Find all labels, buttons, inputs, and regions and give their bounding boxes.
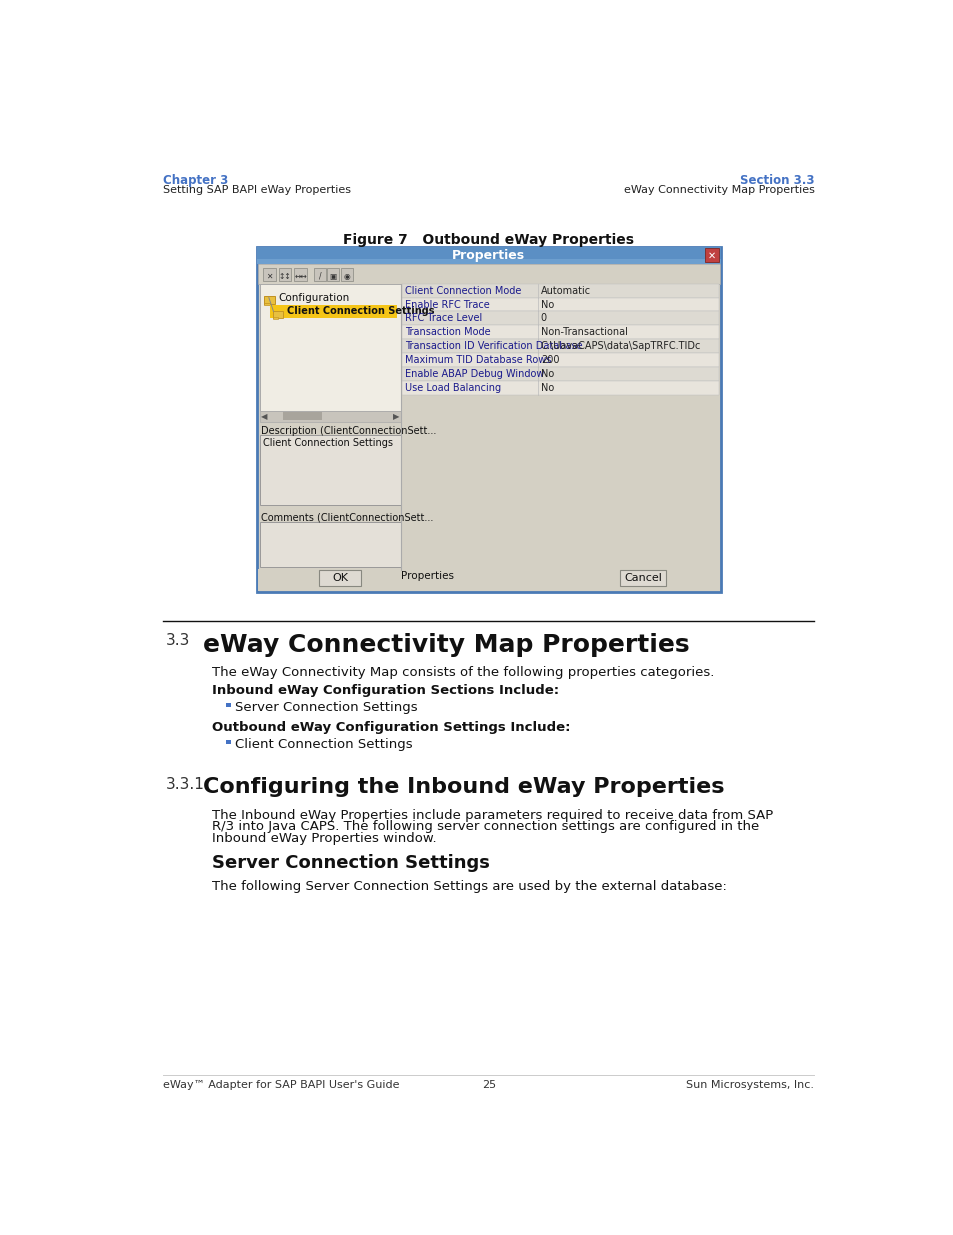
Text: Use Load Balancing: Use Load Balancing — [405, 383, 501, 393]
Bar — [274, 311, 282, 317]
Bar — [327, 268, 339, 282]
Text: ◀: ◀ — [261, 411, 267, 421]
Bar — [402, 367, 719, 380]
Text: ↔↔: ↔↔ — [294, 272, 307, 280]
Bar — [314, 268, 326, 282]
Bar — [704, 248, 719, 262]
Bar — [264, 303, 270, 305]
Bar — [282, 412, 321, 420]
Text: eWay Connectivity Map Properties: eWay Connectivity Map Properties — [203, 634, 689, 657]
Text: ▶: ▶ — [393, 411, 398, 421]
Text: 3.3: 3.3 — [166, 634, 190, 648]
Bar — [402, 311, 719, 325]
Text: Client Connection Mode: Client Connection Mode — [405, 285, 521, 295]
Text: Automatic: Automatic — [540, 285, 590, 295]
Text: Section 3.3: Section 3.3 — [740, 174, 814, 188]
Text: Client Connection Settings: Client Connection Settings — [262, 438, 393, 448]
Text: No: No — [540, 300, 554, 310]
Text: Sun Microsystems, Inc.: Sun Microsystems, Inc. — [686, 1079, 814, 1091]
Text: No: No — [540, 383, 554, 393]
Text: No: No — [540, 369, 554, 379]
Bar — [264, 296, 274, 304]
Text: 0: 0 — [540, 314, 546, 324]
Bar — [257, 569, 720, 592]
Text: The Inbound eWay Properties include parameters required to receive data from SAP: The Inbound eWay Properties include para… — [212, 809, 773, 821]
Text: eWay Connectivity Map Properties: eWay Connectivity Map Properties — [623, 185, 814, 195]
Text: ↕↕: ↕↕ — [278, 272, 292, 280]
Text: Inbound eWay Properties window.: Inbound eWay Properties window. — [212, 832, 436, 845]
Bar — [402, 325, 719, 340]
Bar — [402, 298, 719, 311]
Bar — [257, 247, 720, 592]
Bar — [259, 521, 400, 567]
Bar — [402, 340, 719, 353]
Bar — [319, 571, 360, 585]
Text: Transaction ID Verification Database: Transaction ID Verification Database — [405, 341, 582, 351]
Text: Enable ABAP Debug Window: Enable ABAP Debug Window — [405, 369, 544, 379]
Bar — [259, 436, 400, 505]
Text: Configuring the Inbound eWay Properties: Configuring the Inbound eWay Properties — [203, 777, 723, 797]
Bar — [226, 703, 231, 708]
Bar — [257, 259, 720, 264]
Bar — [274, 317, 278, 319]
Bar — [402, 568, 453, 584]
Text: R/3 into Java CAPS. The following server connection settings are configured in t: R/3 into Java CAPS. The following server… — [212, 820, 759, 834]
Text: /: / — [318, 272, 321, 280]
Text: Outbound eWay Configuration Settings Include:: Outbound eWay Configuration Settings Inc… — [212, 721, 570, 734]
Text: Inbound eWay Configuration Sections Include:: Inbound eWay Configuration Sections Incl… — [212, 684, 558, 697]
Bar — [263, 268, 275, 282]
Text: Configuration: Configuration — [278, 293, 349, 303]
Text: Comments (ClientConnectionSett...: Comments (ClientConnectionSett... — [261, 513, 433, 522]
Text: Client Connection Settings: Client Connection Settings — [235, 739, 413, 751]
Text: Server Connection Settings: Server Connection Settings — [235, 701, 417, 714]
Text: Server Connection Settings: Server Connection Settings — [212, 853, 490, 872]
Bar — [619, 571, 666, 585]
Text: Figure 7   Outbound eWay Properties: Figure 7 Outbound eWay Properties — [343, 233, 634, 247]
Text: Chapter 3: Chapter 3 — [163, 174, 229, 188]
Text: 25: 25 — [481, 1079, 496, 1091]
Text: ◉: ◉ — [343, 272, 350, 280]
Text: OK: OK — [332, 573, 348, 583]
Text: Enable RFC Trace: Enable RFC Trace — [405, 300, 490, 310]
Text: C:\UavaCAPS\data\SapTRFC.TIDc: C:\UavaCAPS\data\SapTRFC.TIDc — [540, 341, 700, 351]
Text: The following Server Connection Settings are used by the external database:: The following Server Connection Settings… — [212, 879, 726, 893]
Text: 200: 200 — [540, 354, 558, 366]
Text: The eWay Connectivity Map consists of the following properties categories.: The eWay Connectivity Map consists of th… — [212, 666, 714, 679]
Bar — [402, 353, 719, 367]
Bar — [259, 411, 400, 421]
Text: Transaction Mode: Transaction Mode — [405, 327, 491, 337]
Text: ✕: ✕ — [266, 272, 273, 280]
Text: RFC Trace Level: RFC Trace Level — [405, 314, 482, 324]
Text: ✕: ✕ — [707, 251, 716, 261]
Bar — [278, 268, 291, 282]
Bar — [257, 264, 720, 284]
Text: eWay™ Adapter for SAP BAPI User's Guide: eWay™ Adapter for SAP BAPI User's Guide — [163, 1079, 399, 1091]
Text: Properties: Properties — [452, 248, 525, 262]
Bar — [402, 380, 719, 395]
Bar — [294, 268, 307, 282]
Text: Maximum TID Database Rows: Maximum TID Database Rows — [405, 354, 551, 366]
Bar — [257, 247, 720, 264]
Text: Cancel: Cancel — [623, 573, 661, 583]
Text: Setting SAP BAPI eWay Properties: Setting SAP BAPI eWay Properties — [163, 185, 351, 195]
Text: 3.3.1: 3.3.1 — [166, 777, 204, 792]
Text: Description (ClientConnectionSett...: Description (ClientConnectionSett... — [261, 426, 436, 436]
Bar — [402, 284, 719, 298]
Bar — [226, 740, 231, 745]
Text: Properties: Properties — [401, 572, 454, 582]
Bar — [270, 305, 397, 319]
Bar — [259, 284, 400, 411]
Bar — [340, 268, 353, 282]
Text: ▣: ▣ — [329, 272, 336, 280]
Text: Non-Transactional: Non-Transactional — [540, 327, 627, 337]
Text: Client Connection Settings: Client Connection Settings — [287, 306, 435, 316]
